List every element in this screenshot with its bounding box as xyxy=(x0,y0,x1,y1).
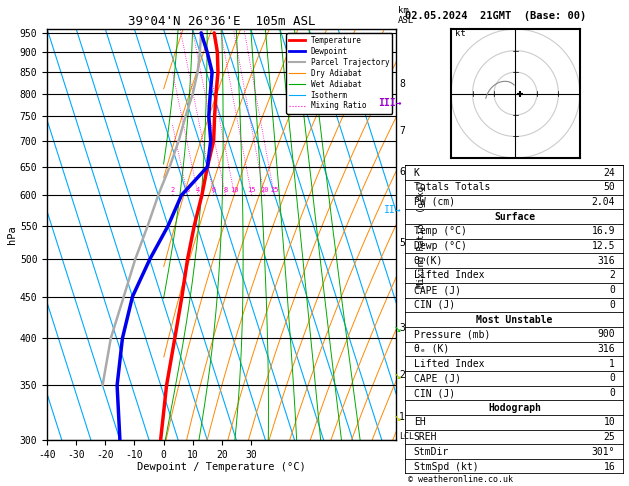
Text: 8: 8 xyxy=(399,79,405,88)
Text: Lifted Index: Lifted Index xyxy=(414,270,484,280)
Text: Totals Totals: Totals Totals xyxy=(414,182,490,192)
Text: 0: 0 xyxy=(610,373,615,383)
Text: StmDir: StmDir xyxy=(414,447,449,457)
Text: CIN (J): CIN (J) xyxy=(414,388,455,398)
Text: CAPE (J): CAPE (J) xyxy=(414,373,461,383)
Text: 25: 25 xyxy=(603,432,615,442)
Text: 1: 1 xyxy=(610,359,615,369)
Text: ↘: ↘ xyxy=(394,322,401,335)
X-axis label: Dewpoint / Temperature (°C): Dewpoint / Temperature (°C) xyxy=(137,462,306,472)
Text: 900: 900 xyxy=(598,329,615,339)
Text: 316: 316 xyxy=(598,256,615,266)
Title: 39°04'N 26°36'E  105m ASL: 39°04'N 26°36'E 105m ASL xyxy=(128,15,316,28)
Text: θₑ (K): θₑ (K) xyxy=(414,344,449,354)
Text: PW (cm): PW (cm) xyxy=(414,197,455,207)
Text: EH: EH xyxy=(414,417,426,427)
Text: 20: 20 xyxy=(260,187,269,192)
Text: CIN (J): CIN (J) xyxy=(414,300,455,310)
Text: 16: 16 xyxy=(603,462,615,471)
Text: 16.9: 16.9 xyxy=(592,226,615,236)
Text: 3: 3 xyxy=(186,187,189,192)
Text: 1: 1 xyxy=(399,412,405,422)
Text: Hodograph: Hodograph xyxy=(488,403,541,413)
Text: 25: 25 xyxy=(270,187,279,192)
Text: Pressure (mb): Pressure (mb) xyxy=(414,329,490,339)
Text: SREH: SREH xyxy=(414,432,437,442)
Text: 2: 2 xyxy=(171,187,175,192)
Legend: Temperature, Dewpoint, Parcel Trajectory, Dry Adiabat, Wet Adiabat, Isotherm, Mi: Temperature, Dewpoint, Parcel Trajectory… xyxy=(286,33,392,114)
Text: 2.04: 2.04 xyxy=(592,197,615,207)
Text: 2: 2 xyxy=(610,270,615,280)
Text: 15: 15 xyxy=(247,187,256,192)
Text: θₑ(K): θₑ(K) xyxy=(414,256,443,266)
Text: StmSpd (kt): StmSpd (kt) xyxy=(414,462,479,471)
Text: 02.05.2024  21GMT  (Base: 00): 02.05.2024 21GMT (Base: 00) xyxy=(405,11,586,21)
Text: 50: 50 xyxy=(603,182,615,192)
Text: 2: 2 xyxy=(399,370,405,381)
Text: 0: 0 xyxy=(610,388,615,398)
Text: Dewp (°C): Dewp (°C) xyxy=(414,241,467,251)
Text: 8: 8 xyxy=(223,187,228,192)
Text: kt: kt xyxy=(455,29,466,37)
Text: 0: 0 xyxy=(610,285,615,295)
Text: 7: 7 xyxy=(399,126,405,136)
Text: Surface: Surface xyxy=(494,212,535,222)
Text: 3: 3 xyxy=(399,323,405,333)
Text: 301°: 301° xyxy=(592,447,615,457)
Text: 24: 24 xyxy=(603,168,615,177)
Text: ↘: ↘ xyxy=(394,411,401,423)
Text: 10: 10 xyxy=(230,187,239,192)
Text: 10: 10 xyxy=(603,417,615,427)
Text: 12.5: 12.5 xyxy=(592,241,615,251)
Text: CAPE (J): CAPE (J) xyxy=(414,285,461,295)
Text: 316: 316 xyxy=(598,344,615,354)
Y-axis label: hPa: hPa xyxy=(7,225,17,244)
Text: Temp (°C): Temp (°C) xyxy=(414,226,467,236)
Text: 5: 5 xyxy=(399,238,405,248)
Text: LCL: LCL xyxy=(399,432,414,441)
Text: © weatheronline.co.uk: © weatheronline.co.uk xyxy=(408,474,513,484)
Text: 0: 0 xyxy=(610,300,615,310)
Text: Lifted Index: Lifted Index xyxy=(414,359,484,369)
Text: ↘: ↘ xyxy=(394,369,401,382)
Text: 4: 4 xyxy=(196,187,201,192)
Text: III→: III→ xyxy=(378,98,401,108)
Text: Most Unstable: Most Unstable xyxy=(476,314,553,325)
Text: 6: 6 xyxy=(212,187,216,192)
Text: Mixing Ratio  (g/kg): Mixing Ratio (g/kg) xyxy=(417,181,426,288)
Text: II→: II→ xyxy=(384,205,401,214)
Text: K: K xyxy=(414,168,420,177)
Text: km
ASL: km ASL xyxy=(398,6,414,25)
Text: 6: 6 xyxy=(399,167,405,177)
